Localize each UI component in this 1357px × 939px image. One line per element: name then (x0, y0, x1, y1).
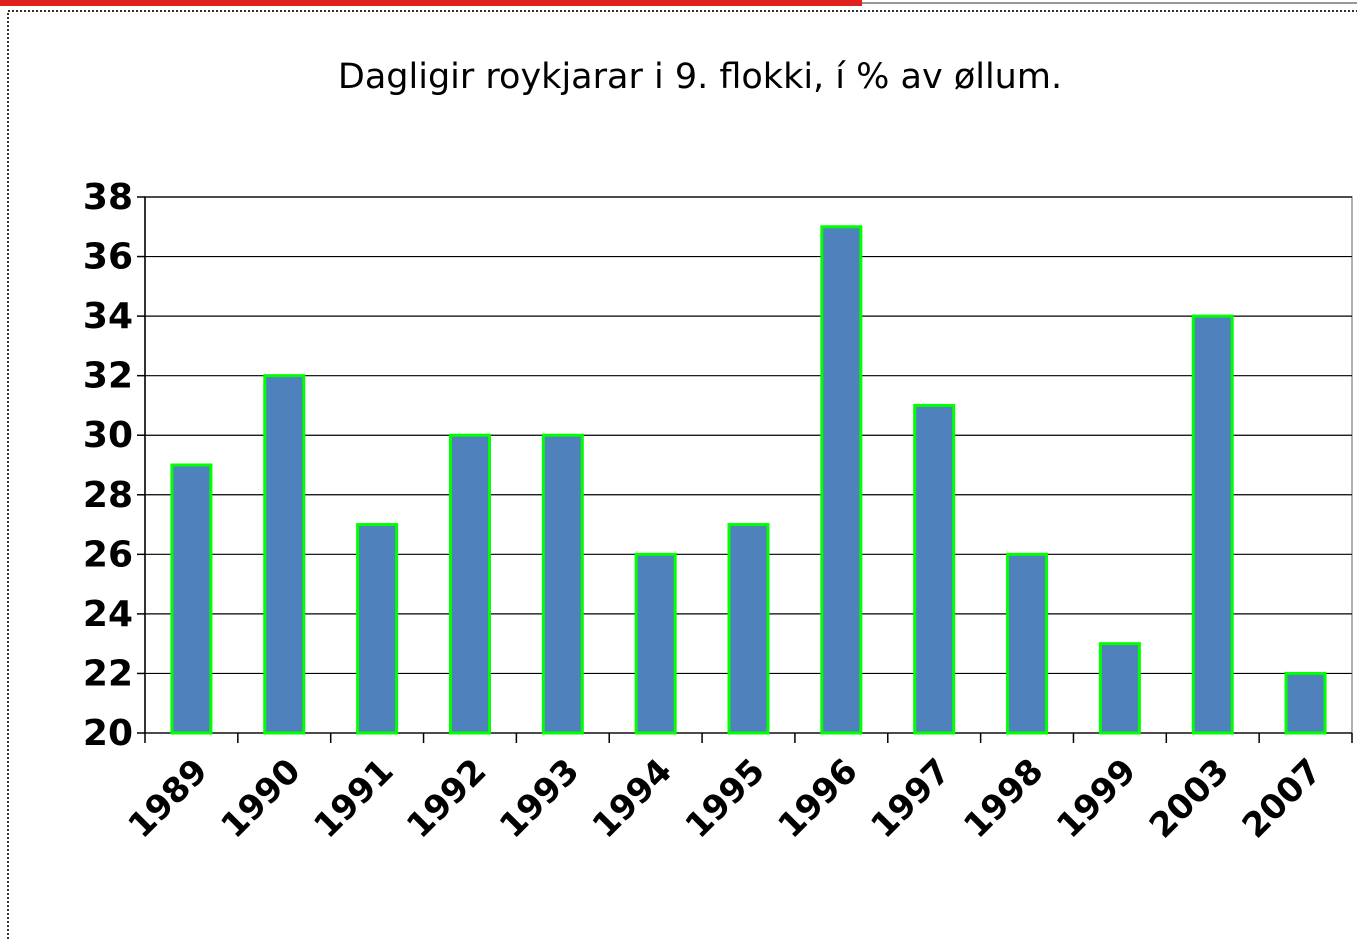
bar (448, 433, 491, 735)
x-tick-label: 1989 (121, 751, 216, 846)
x-tick-label: 1991 (306, 751, 401, 846)
x-tick-label: 1992 (399, 751, 494, 846)
y-tick-label: 30 (83, 415, 133, 456)
y-tick-label: 26 (83, 534, 133, 575)
x-tick-label: 1996 (771, 751, 866, 846)
x-tick-label: 1998 (956, 751, 1051, 846)
x-tick-label: 1999 (1049, 751, 1144, 846)
x-tick-label: 1997 (863, 751, 958, 846)
y-tick-label: 24 (83, 594, 133, 635)
x-tick-label: 2007 (1235, 751, 1330, 846)
bar (820, 225, 863, 735)
bar (170, 463, 213, 735)
bar (263, 374, 306, 735)
chart-frame (7, 10, 1357, 939)
bar (1006, 552, 1049, 735)
y-tick-label: 34 (83, 296, 133, 337)
y-tick-label: 28 (83, 475, 133, 516)
y-tick-label: 36 (83, 237, 133, 278)
y-tick-label: 20 (83, 713, 133, 754)
bar (634, 552, 677, 735)
bar (727, 523, 770, 735)
bar (541, 433, 584, 735)
y-tick-label: 38 (83, 177, 133, 218)
bar (913, 403, 956, 735)
x-tick-label: 1994 (585, 751, 680, 846)
bar (1284, 671, 1327, 735)
bar (1191, 314, 1234, 735)
y-tick-label: 22 (83, 653, 133, 694)
x-tick-label: 1995 (678, 751, 773, 846)
bar (1098, 642, 1141, 735)
x-tick-label: 2003 (1142, 751, 1237, 846)
x-tick-label: 1993 (492, 751, 587, 846)
chart-title: Dagligir roykjarar i 9. flokki, í % av ø… (338, 57, 1062, 97)
x-tick-label: 1990 (213, 751, 308, 846)
top-stripe (0, 0, 862, 6)
y-tick-label: 32 (83, 356, 133, 397)
bar (356, 523, 399, 735)
